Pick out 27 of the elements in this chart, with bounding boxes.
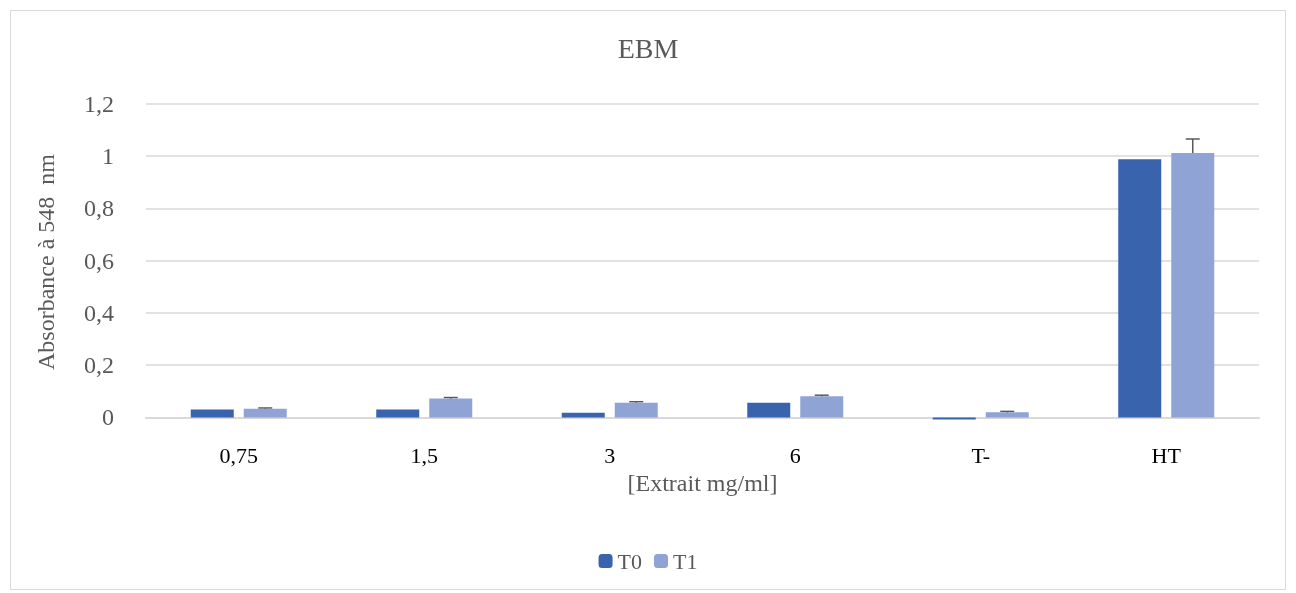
bar	[800, 396, 844, 418]
x-tick-label: 6	[789, 442, 801, 468]
legend-label: T1	[673, 548, 698, 574]
x-tick-label: 3	[604, 442, 616, 468]
bar	[985, 412, 1029, 418]
x-tick-label: 1,5	[410, 442, 438, 468]
bar	[1118, 159, 1162, 418]
y-tick-label: 0,2	[84, 352, 114, 379]
x-tick-label: 0,75	[219, 442, 258, 468]
bar	[614, 402, 658, 418]
bar	[429, 398, 473, 418]
x-tick-label: HT	[1151, 442, 1182, 468]
bar	[243, 408, 287, 418]
bar	[1171, 153, 1215, 418]
y-tick-label: 1	[102, 143, 114, 170]
legend-label: T0	[617, 548, 643, 574]
bar	[747, 402, 791, 418]
y-axis-title: Absorbance à 548 nm	[33, 153, 59, 370]
y-tick-label: 0	[102, 404, 114, 431]
bar	[932, 417, 976, 420]
y-tick-label: 0,6	[84, 247, 114, 274]
y-tick-label: 0,8	[84, 195, 114, 222]
x-tick-label: T-	[971, 442, 991, 468]
y-tick-label: 1,2	[84, 91, 114, 117]
y-tick-label: 0,4	[84, 299, 114, 326]
chart-title: EBM	[617, 32, 679, 64]
x-axis-title: [Extrait mg/ml]	[627, 469, 778, 496]
